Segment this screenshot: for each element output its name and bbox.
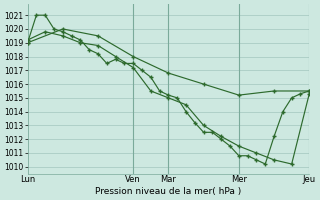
- X-axis label: Pression niveau de la mer( hPa ): Pression niveau de la mer( hPa ): [95, 187, 242, 196]
